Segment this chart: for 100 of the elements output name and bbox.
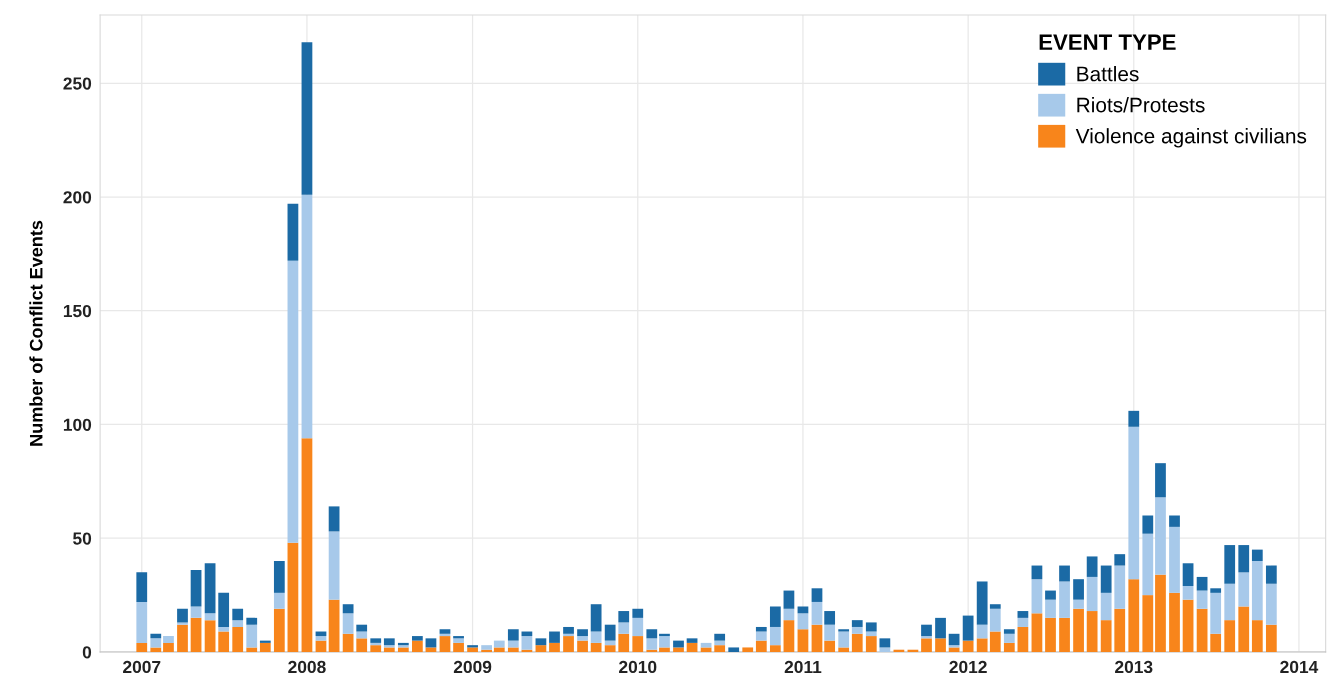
- bar: [989, 631, 1001, 652]
- bar: [1142, 595, 1154, 652]
- bar: [1265, 565, 1277, 584]
- bar: [1210, 633, 1222, 652]
- bar: [1017, 617, 1029, 627]
- x-tick-label: 2010: [619, 660, 657, 674]
- bar: [797, 606, 809, 614]
- bar: [136, 642, 148, 652]
- y-tick-label: 200: [63, 191, 92, 204]
- bar: [411, 640, 423, 652]
- bar: [493, 647, 505, 652]
- bar: [1086, 611, 1098, 652]
- bar: [1128, 579, 1140, 652]
- bar: [1128, 410, 1140, 427]
- bar: [342, 604, 354, 614]
- bar: [328, 531, 340, 600]
- bar: [521, 636, 533, 650]
- bar: [507, 647, 519, 652]
- bar: [204, 563, 216, 614]
- bar: [865, 636, 877, 652]
- bar: [989, 608, 1001, 632]
- bar: [714, 633, 726, 641]
- legend-title: EVENT TYPE: [1039, 34, 1176, 50]
- bar: [879, 647, 891, 652]
- bar: [136, 601, 148, 643]
- bar: [769, 626, 781, 646]
- bar: [921, 624, 932, 637]
- bar: [1182, 599, 1194, 652]
- bar: [163, 636, 174, 643]
- x-tick-label: 2008: [288, 660, 326, 674]
- bar: [1031, 613, 1043, 652]
- bar: [783, 590, 795, 609]
- bar: [577, 629, 588, 637]
- bar: [714, 645, 726, 652]
- bar: [287, 260, 299, 543]
- bar: [370, 645, 382, 652]
- bar: [1238, 545, 1250, 573]
- bar: [1265, 624, 1277, 652]
- bar: [150, 647, 162, 652]
- bar: [1003, 642, 1015, 652]
- bar: [232, 620, 244, 627]
- bar: [383, 647, 395, 652]
- bar: [686, 638, 698, 643]
- legend-label: Violence against civilians: [1075, 128, 1307, 148]
- x-tick-label: 2011: [784, 660, 822, 674]
- bar: [1003, 629, 1015, 634]
- bar: [1073, 608, 1084, 652]
- bar: [838, 631, 850, 648]
- bar: [315, 636, 327, 641]
- x-tick-label: 2013: [1115, 660, 1153, 674]
- bar: [218, 626, 230, 632]
- bar: [851, 626, 863, 634]
- bar: [797, 629, 809, 652]
- bar: [755, 626, 767, 632]
- bar: [1210, 592, 1222, 634]
- bar: [590, 631, 602, 643]
- bar: [838, 629, 850, 632]
- bar: [1182, 563, 1194, 587]
- bar: [356, 624, 368, 632]
- bar: [218, 631, 230, 652]
- bar: [563, 636, 574, 652]
- bar: [425, 638, 437, 648]
- bar: [1155, 574, 1166, 652]
- bar: [246, 647, 258, 652]
- y-tick-label: 0: [82, 646, 92, 659]
- bar: [769, 645, 781, 652]
- bar: [535, 638, 547, 646]
- bar: [467, 647, 478, 652]
- bar: [453, 638, 464, 643]
- bar: [1182, 586, 1194, 600]
- bar: [453, 642, 464, 652]
- bar: [177, 622, 188, 625]
- bar: [646, 638, 658, 650]
- bar: [604, 640, 616, 646]
- bar: [411, 636, 423, 641]
- bar: [439, 629, 451, 634]
- bar: [976, 638, 988, 652]
- bar: [328, 506, 340, 532]
- x-tick-label: 2009: [453, 660, 492, 674]
- bar: [646, 629, 658, 639]
- bar: [1100, 565, 1112, 593]
- bar: [700, 647, 712, 652]
- bar: [1238, 572, 1250, 607]
- legend-label: Riots/Protests: [1077, 97, 1205, 113]
- bar: [618, 611, 630, 623]
- bar: [246, 624, 258, 648]
- bar: [190, 570, 202, 607]
- bar: [287, 203, 299, 261]
- y-tick-label: 150: [63, 304, 92, 318]
- bar: [646, 649, 658, 652]
- bar: [1224, 545, 1236, 584]
- bar: [1114, 554, 1126, 566]
- bar: [232, 608, 244, 621]
- x-tick-label: 2014: [1280, 660, 1319, 674]
- y-tick-label: 50: [73, 532, 92, 545]
- legend-label: Battles: [1077, 66, 1139, 82]
- bar: [1086, 556, 1098, 577]
- bar: [1251, 549, 1263, 561]
- bar: [507, 629, 519, 641]
- bar: [935, 638, 946, 652]
